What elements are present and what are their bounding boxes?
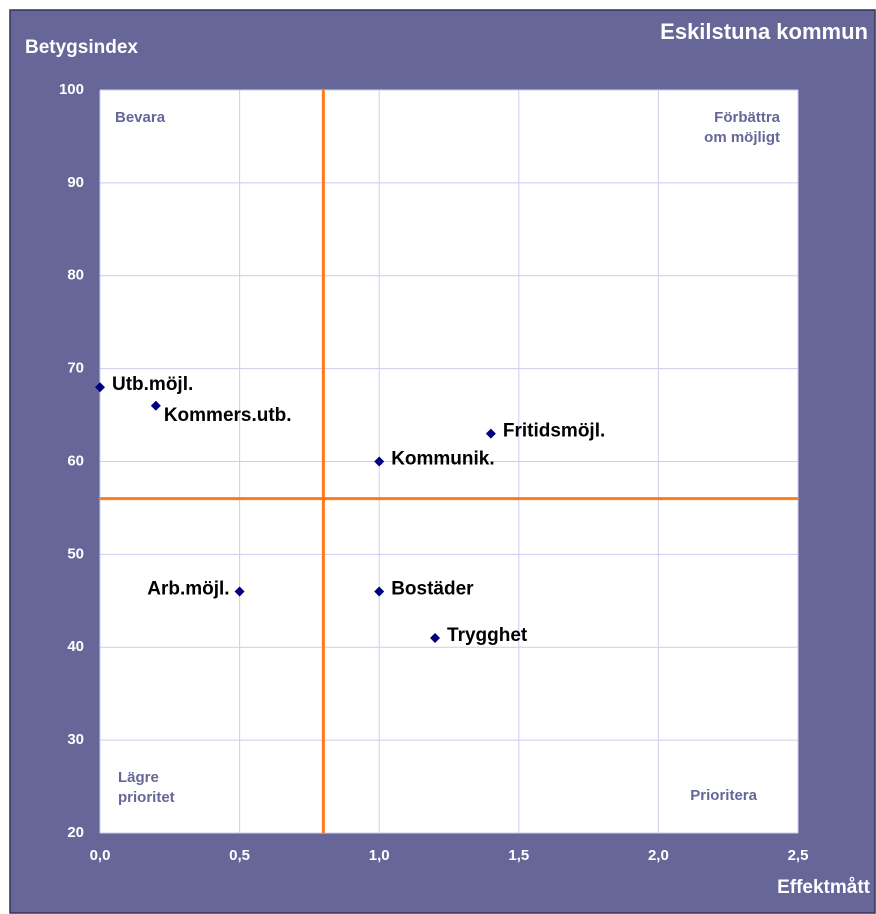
y-tick-label: 80 [67,267,84,284]
quadrant-label-line: Förbättra [714,109,780,126]
quadrant-label: Förbättra om möjligt [704,109,780,146]
point-label: Utb.möjl. [112,374,193,395]
x-axis-label: Effektmått [777,877,871,898]
point-label: Arb.möjl. [147,579,229,600]
y-tick-label: 50 [67,545,84,562]
quadrant-label: Lägre prioritet [118,769,175,806]
point [374,456,385,467]
point [234,586,245,597]
point-label: Trygghet [447,625,528,646]
point [150,400,161,411]
point [374,586,385,597]
quadrant-label-line: Bevara [115,109,166,126]
x-tick-label: 2,5 [788,847,809,864]
y-tick-label: 30 [67,731,84,748]
y-axis-label: Betygsindex [25,37,138,58]
y-tick-label: 60 [67,452,84,469]
point-label: Fritidsmöjl. [503,421,605,442]
point-label: Kommers.utb. [164,405,292,426]
y-tick-label: 90 [67,174,84,191]
quadrant-label-line: prioritet [118,789,175,806]
quadrant-label: Prioritera [690,787,757,804]
x-tick-label: 0,5 [229,847,250,864]
x-tick-label: 1,0 [369,847,390,864]
y-tick-label: 70 [67,360,84,377]
y-tick-label: 40 [67,638,84,655]
x-tick-label: 1,5 [508,847,529,864]
point-label: Bostäder [391,579,474,600]
quadrant-label: Bevara [115,109,166,126]
x-tick-label: 0,0 [90,847,111,864]
quadrant-label-line: om möjligt [704,129,780,146]
quadrant-label-line: Lägre [118,769,159,786]
point-label: Kommunik. [391,449,494,470]
point [95,382,105,393]
quadrant-label-line: Prioritera [690,787,757,804]
x-tick-label: 2,0 [648,847,669,864]
point [485,428,496,439]
y-tick-label: 20 [67,824,84,841]
y-tick-label: 100 [59,81,84,98]
point [430,632,441,643]
chart-title: Eskilstuna kommun [660,19,868,44]
